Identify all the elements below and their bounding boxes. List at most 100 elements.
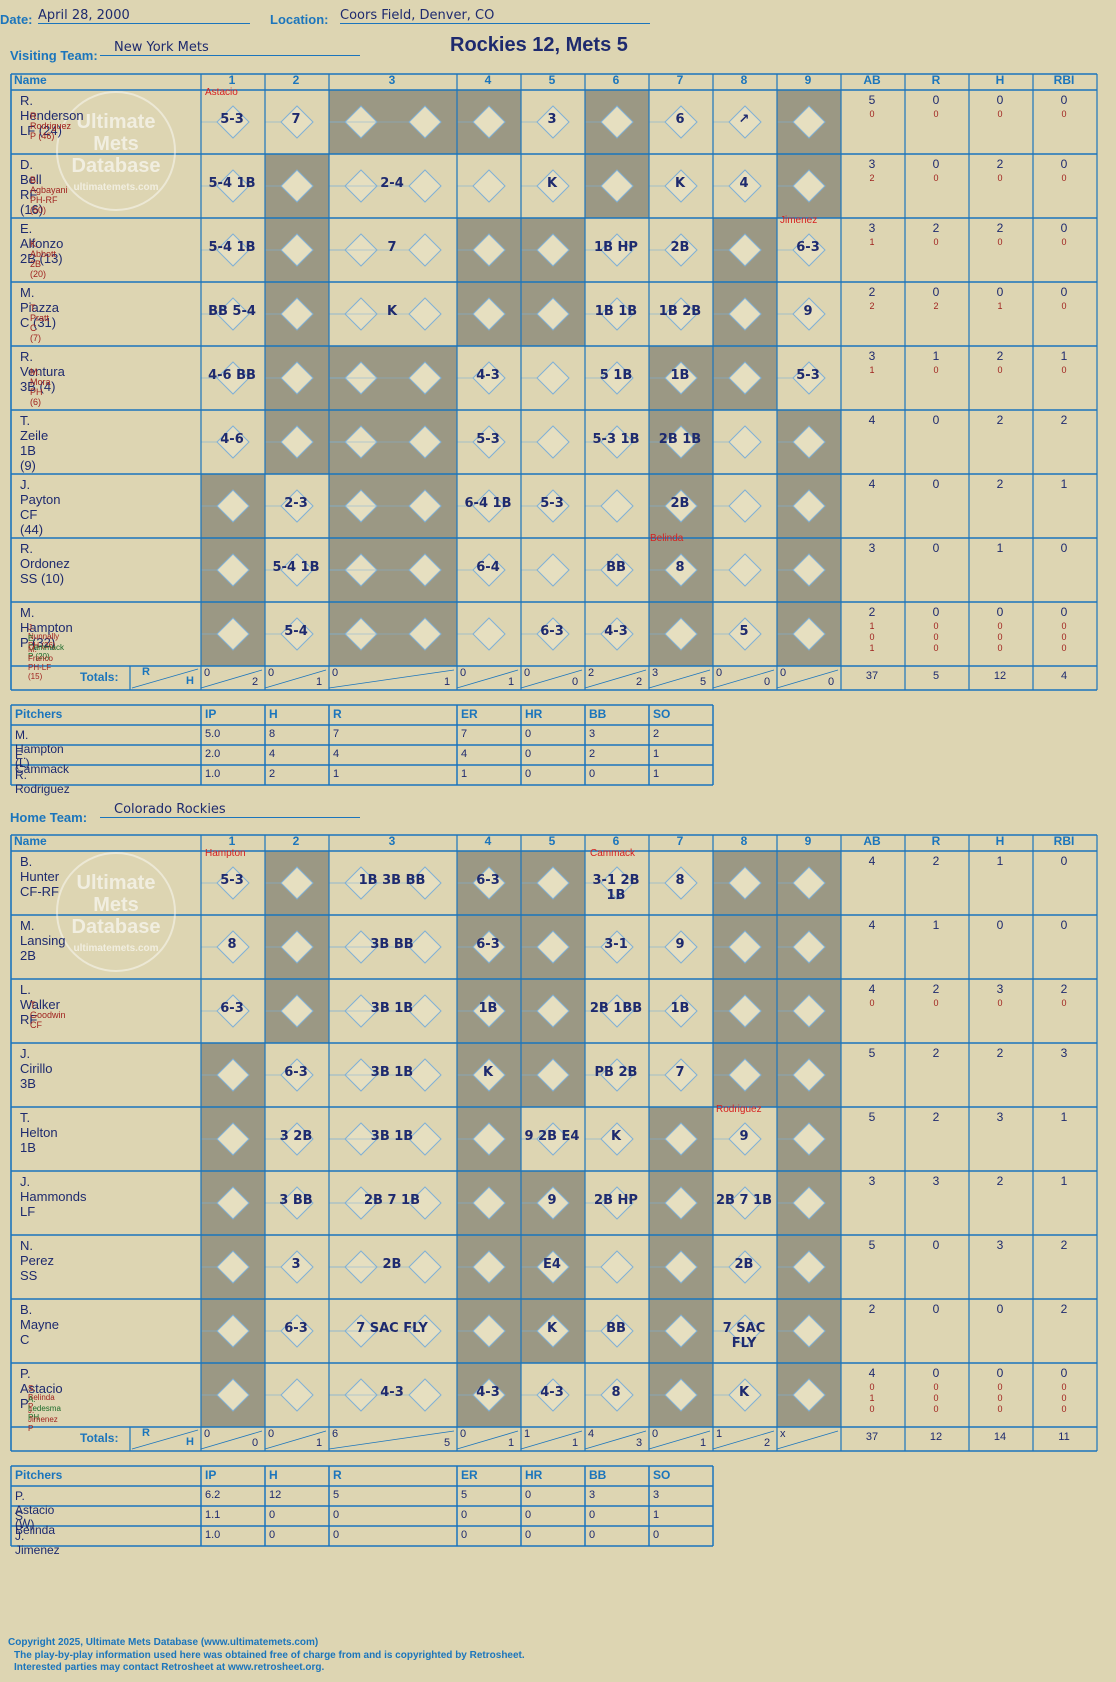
pitcher-stat: 5.0: [205, 728, 221, 740]
play-notation: 7 SAC FLY: [356, 1321, 428, 1336]
player-name: J. Hammonds LF: [20, 1174, 87, 1219]
totals-label: Totals:: [80, 670, 119, 684]
inning-header-9: 9: [804, 834, 812, 848]
sub-stat-rbi: 0: [1061, 1393, 1067, 1403]
totals-h-label: H: [186, 675, 194, 687]
player-stat-r: 0: [932, 1302, 940, 1316]
base-diamond: [600, 1058, 634, 1092]
play-notation: 2B HP: [594, 1193, 638, 1208]
player-stat-ab: 3: [868, 221, 876, 235]
play-notation: 4-3: [380, 1385, 404, 1400]
base-diamond: [216, 1058, 250, 1092]
base-diamond: [408, 1314, 442, 1348]
player-stat-h: 0: [996, 918, 1004, 932]
total-rbi: 11: [1058, 1431, 1070, 1443]
base-diamond: [280, 425, 314, 459]
play-notation: 5-3: [220, 112, 244, 127]
base-diamond: [280, 105, 314, 139]
base-diamond: [472, 297, 506, 331]
base-diamond: [600, 233, 634, 267]
base-diamond: [280, 297, 314, 331]
sub-stat-h: 0: [997, 643, 1003, 653]
base-diamond: [280, 1058, 314, 1092]
grid-line: [328, 1430, 455, 1450]
sub-stat-h: 0: [997, 621, 1003, 631]
inning-runs: 0: [268, 1428, 275, 1440]
pitcher-stat: 4: [269, 748, 276, 760]
substitute-name: M. Mora PH (6): [30, 367, 51, 407]
name-column-header: Name: [14, 73, 47, 87]
base-diamond: [728, 489, 762, 523]
play-notation: 3B 1B: [370, 1065, 414, 1080]
base-diamond: [280, 361, 314, 395]
grid-line: [264, 1430, 327, 1450]
sub-stat-ab: 0: [869, 998, 875, 1008]
base-diamond: [728, 866, 762, 900]
base-diamond: [408, 553, 442, 587]
play-notation: 3: [547, 112, 557, 127]
inning-runs: 0: [268, 667, 275, 679]
sub-stat-h: 0: [997, 632, 1003, 642]
player-stat-h: 0: [996, 93, 1004, 107]
sub-stat-r: 0: [933, 173, 939, 183]
stat-header-ab: AB: [863, 73, 881, 87]
inning-hits: 5: [444, 1437, 451, 1449]
player-stat-rbi: 0: [1060, 285, 1068, 299]
play-notation: 8: [675, 560, 685, 575]
player-stat-rbi: 0: [1060, 854, 1068, 868]
stat-header-rbi: RBI: [1053, 834, 1075, 848]
base-diamond: [728, 1378, 762, 1412]
base-diamond: [536, 1250, 570, 1284]
player-stat-ab: 3: [868, 541, 876, 555]
home-team-value: Colorado Rockies: [100, 802, 360, 818]
base-diamond: [472, 169, 506, 203]
player-stat-h: 2: [996, 477, 1004, 491]
play-notation: PB 2B: [594, 1065, 638, 1080]
player-stat-ab: 5: [868, 1110, 876, 1124]
base-diamond: [792, 1186, 826, 1220]
player-name: D. Bell RF (16): [20, 157, 44, 217]
sub-stat-rbi: 0: [1061, 237, 1067, 247]
pitcher-stat: 1.0: [205, 768, 221, 780]
player-stat-ab: 4: [868, 413, 876, 427]
sub-stat-ab: 2: [869, 301, 875, 311]
grid-line: [648, 669, 711, 689]
grid-line: [456, 669, 519, 689]
play-notation: 4-6: [220, 432, 244, 447]
sub-stat-r: 0: [933, 643, 939, 653]
grid-line: [712, 669, 775, 689]
play-notation: 4: [739, 176, 749, 191]
base-diamond: [728, 1250, 762, 1284]
play-notation: 6-4: [476, 560, 500, 575]
player-stat-ab: 4: [868, 982, 876, 996]
inning-hits: 0: [828, 676, 835, 688]
inning-hits: 2: [252, 676, 259, 688]
visiting-team-label: Visiting Team:: [10, 48, 98, 63]
base-diamond: [536, 930, 570, 964]
base-diamond: [600, 1378, 634, 1412]
pitcher-change-note: Hampton: [205, 848, 246, 859]
pitcher-stat: 1.1: [205, 1509, 221, 1521]
sub-stat-rbi: 0: [1061, 1382, 1067, 1392]
player-stat-rbi: 3: [1060, 1046, 1068, 1060]
sub-stat-ab: 1: [869, 1393, 875, 1403]
play-notation: 6-3: [220, 1001, 244, 1016]
pitcher-stat: 0: [589, 768, 596, 780]
player-stat-r: 0: [932, 93, 940, 107]
inning-runs: 0: [524, 667, 531, 679]
base-diamond: [728, 1122, 762, 1156]
pitcher-stat: 5: [333, 1489, 340, 1501]
substitute-name: R. Rodriguez P (46): [30, 111, 72, 141]
base-diamond: [792, 361, 826, 395]
grid-line: [328, 669, 455, 689]
inning-header-5: 5: [548, 73, 556, 87]
base-diamond: [792, 425, 826, 459]
sub-stat-r: 0: [933, 1382, 939, 1392]
base-diamond: [280, 553, 314, 587]
pitcher-stat: 0: [333, 1509, 340, 1521]
base-diamond: [216, 489, 250, 523]
watermark-line: Ultimate: [76, 872, 156, 894]
player-stat-ab: 3: [868, 349, 876, 363]
game-title: Rockies 12, Mets 5: [450, 34, 628, 56]
visiting-team-value: New York Mets: [100, 40, 360, 56]
